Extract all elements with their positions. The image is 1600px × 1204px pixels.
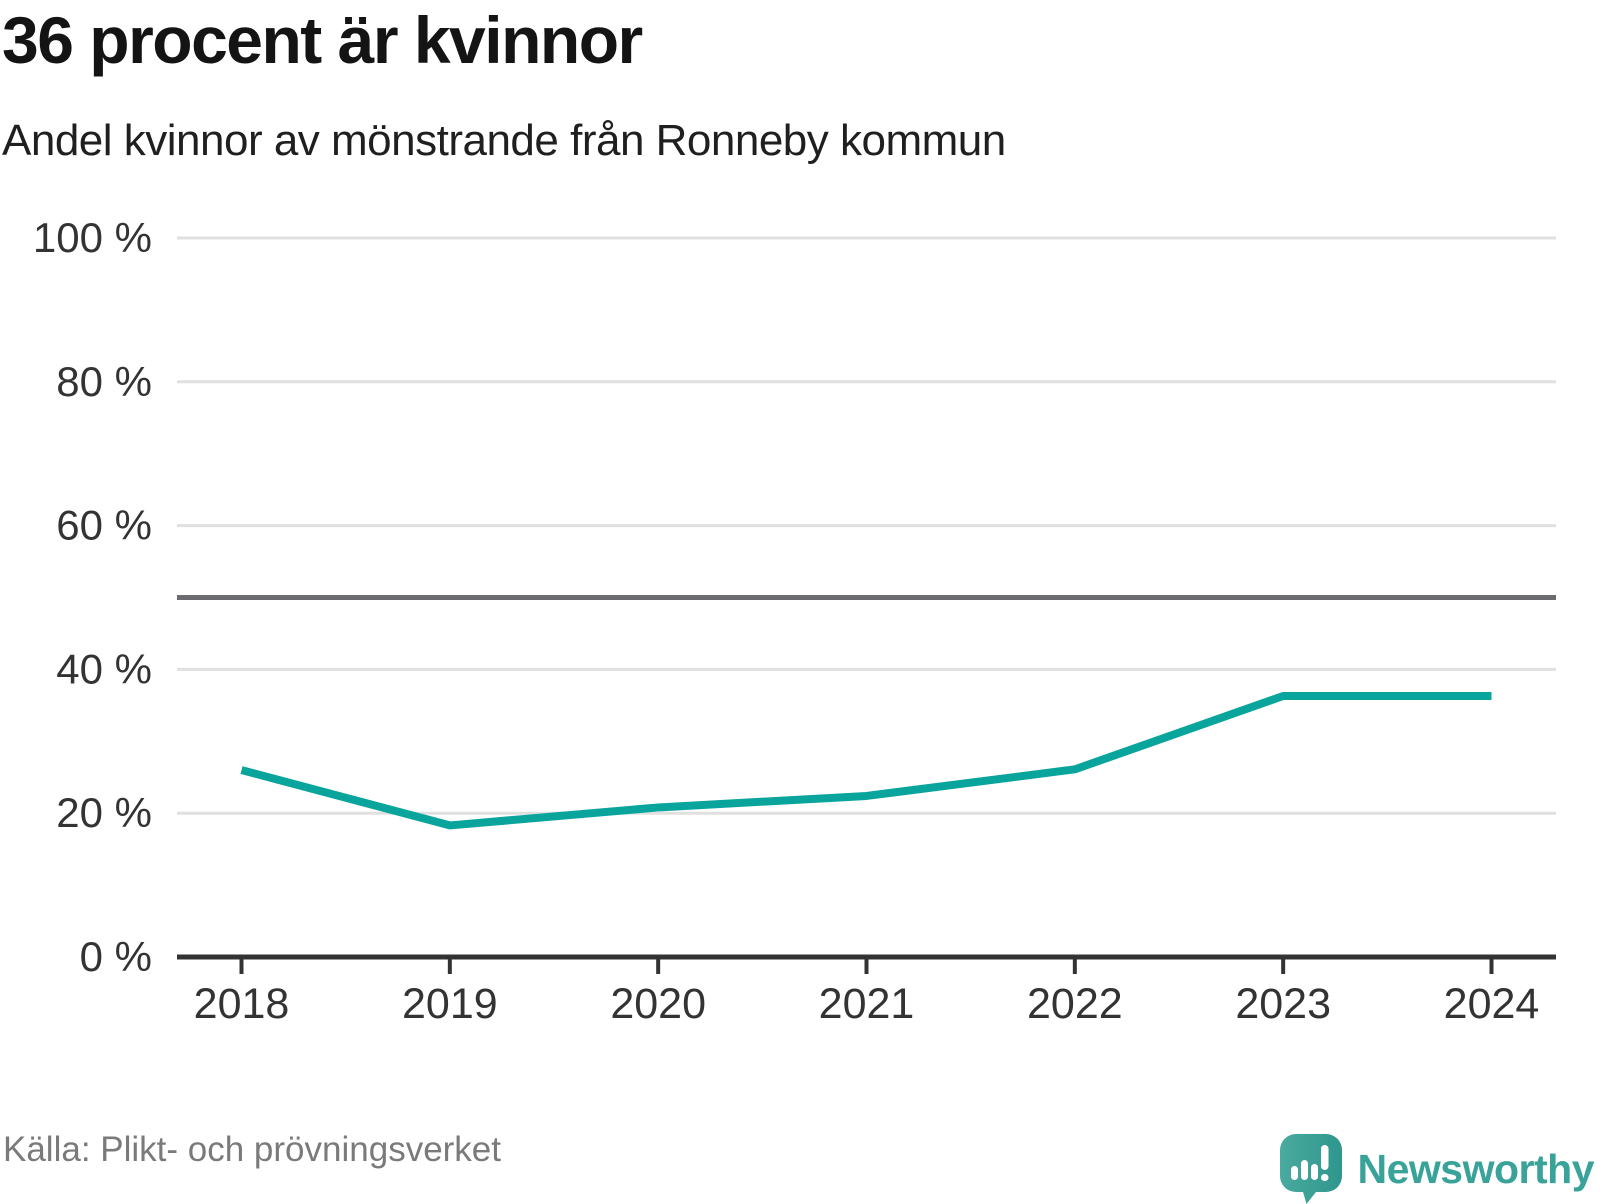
y-tick-label-80: 80 % — [56, 358, 152, 405]
x-tick-label-2021: 2021 — [819, 980, 915, 1028]
chart-subtitle: Andel kvinnor av mönstrande från Ronneby… — [2, 116, 1006, 165]
logo-bar-1 — [1290, 1166, 1298, 1180]
x-tick-label-2022: 2022 — [1027, 980, 1123, 1028]
data-line-andel-kvinnor-av-m-nstrande — [240, 692, 1492, 830]
y-tick-label-0: 0 % — [80, 933, 152, 980]
x-tick-label-2018: 2018 — [194, 980, 290, 1028]
y-tick-label-40: 40 % — [56, 645, 152, 692]
logo-exclamation-bar — [1320, 1145, 1328, 1170]
x-tick-label-2020: 2020 — [610, 980, 706, 1028]
newsworthy-logo-text: Newsworthy — [1357, 1145, 1595, 1192]
logo-bar-2 — [1300, 1160, 1308, 1180]
y-tick-label-60: 60 % — [56, 502, 152, 549]
newsworthy-logo: Newsworthy — [1279, 1134, 1595, 1204]
logo-bar-3 — [1310, 1164, 1318, 1180]
y-tick-label-20: 20 % — [56, 789, 152, 836]
x-tick-label-2023: 2023 — [1235, 980, 1331, 1028]
x-tick-label-2019: 2019 — [402, 980, 498, 1028]
newsworthy-logo-icon — [1279, 1134, 1342, 1204]
y-tick-label-100: 100 % — [33, 214, 152, 261]
source-note: Källa: Plikt- och prövningsverket — [3, 1130, 501, 1169]
chart-title: 36 procent är kvinnor — [2, 3, 643, 77]
x-tick-label-2024: 2024 — [1444, 980, 1540, 1028]
logo-exclamation-dot — [1320, 1174, 1328, 1181]
